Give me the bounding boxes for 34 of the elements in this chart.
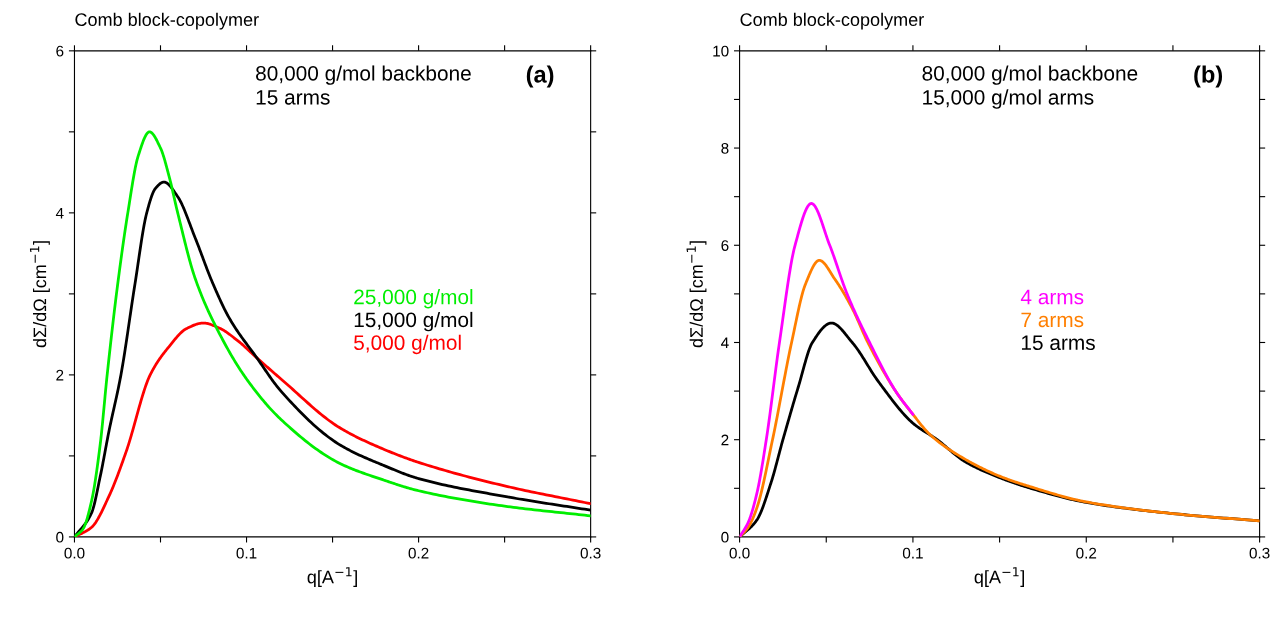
text: 5,000 g/mol [354,334,461,355]
x-tick-label: 0.1 [902,547,923,559]
text: 15 arms [1021,335,1095,351]
x-axis-title: q[A$^{−1}$] [974,567,1024,588]
x-tick-label: 0.0 [729,547,750,559]
y-axis-title: dΣ/dΩ [cm$^{−1}$] [686,241,707,348]
y-tick-label: 2 [56,369,64,381]
x-tick-label: 0.0 [64,547,85,559]
text: 4 arms [1020,289,1084,305]
y-tick-label: 6 [721,240,729,251]
text: 7 arms [1021,312,1084,328]
y-tick-label: 0 [721,531,729,543]
annotation: (a) [526,65,554,88]
text: 25,000 g/mol [354,289,473,309]
y-tick-label: 8 [721,142,729,154]
x-tick-label: 0.3 [580,547,601,559]
y-tick-label: 0 [56,531,64,543]
x-tick-label: 0.1 [236,547,257,559]
x-tick-label: 0.2 [1076,547,1097,559]
annotation: 80,000 g/mol backbone 15,000 g/mol arms [922,65,1138,109]
annotation: 80,000 g/mol backbone 15 arms [256,65,471,105]
y-tick-label: 10 [713,45,729,57]
annotation: (b) [1194,65,1223,88]
chart-title: Comb block-copolymer [740,12,924,30]
y-tick-label: 4 [55,207,64,219]
x-axis-title: q[A$^{−1}$] [307,567,357,588]
y-tick-label: 6 [56,45,64,57]
x-tick-label: 0.2 [408,547,429,559]
text: 15,000 g/mol [354,311,473,332]
chart-title: Comb block-copolymer [75,12,259,30]
y-axis-title: dΣ/dΩ [cm$^{−1}$] [29,241,50,348]
y-tick-label: 2 [721,434,729,446]
y-tick-label: 4 [721,337,729,349]
x-tick-label: 0.3 [1249,547,1270,559]
